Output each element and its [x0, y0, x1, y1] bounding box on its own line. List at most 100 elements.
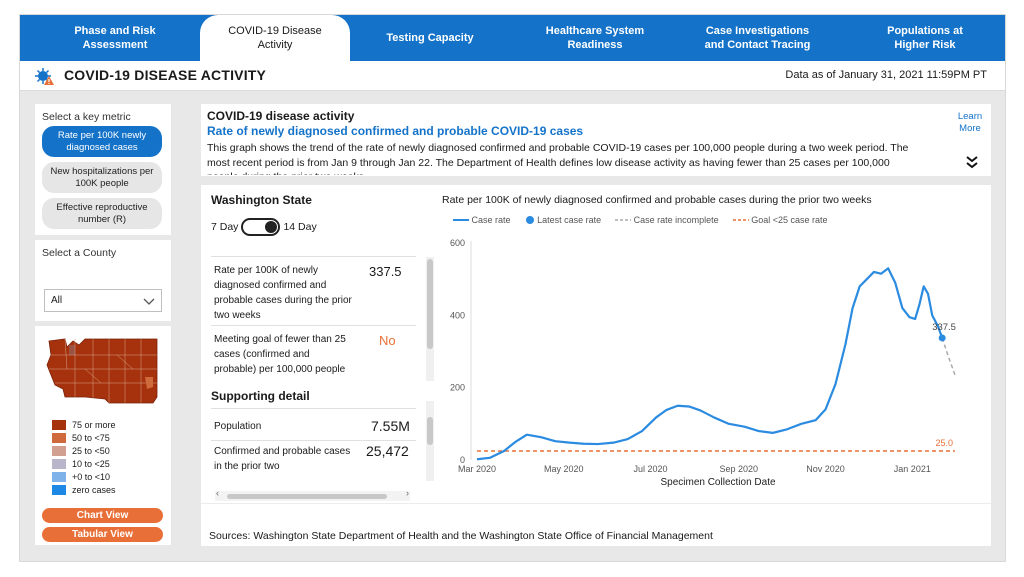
washington-county-map[interactable] — [45, 337, 161, 407]
dot-swatch-icon — [525, 216, 534, 224]
dashed-swatch-icon — [615, 219, 632, 221]
tab-label: Populations at Higher Risk — [887, 25, 963, 51]
detail-horizontal-scrollbar[interactable]: ‹ › — [215, 488, 410, 501]
legend-label: 25 to <50 — [72, 446, 110, 456]
divider — [211, 256, 416, 257]
title-bar: COVID-19 DISEASE ACTIVITY Data as of Jan… — [20, 61, 1005, 91]
case-rate-series-line — [476, 267, 944, 461]
x-tick-label: Jul 2020 — [634, 464, 668, 474]
goal-value-label: 25.0 — [935, 438, 953, 448]
x-tick-label: Sep 2020 — [719, 464, 758, 474]
legend-swatch — [52, 485, 66, 495]
legend-swatch — [52, 472, 66, 482]
legend-label: Case rate incomplete — [633, 215, 719, 225]
learn-more-label: Learn More — [957, 111, 983, 134]
toggle-knob — [265, 221, 278, 233]
cases-label: Confirmed and probable cases in the prio… — [214, 446, 351, 472]
y-tick-label: 0 — [460, 455, 465, 465]
section-heading: COVID-19 disease activity — [207, 109, 355, 123]
x-tick-label: May 2020 — [544, 464, 584, 474]
tab-healthcare-readiness[interactable]: Healthcare System Readiness — [520, 15, 670, 61]
scroll-thumb[interactable] — [427, 259, 433, 349]
page-title: COVID-19 DISEASE ACTIVITY — [64, 67, 267, 83]
supporting-detail-title: Supporting detail — [211, 389, 310, 403]
section-subheading: Rate of newly diagnosed confirmed and pr… — [207, 124, 584, 138]
county-dropdown[interactable]: All — [44, 289, 162, 312]
map-legend-item: 75 or more — [52, 420, 116, 430]
divider — [211, 408, 416, 409]
stats-scrollbar[interactable] — [426, 257, 434, 381]
legend-swatch — [52, 420, 66, 430]
tab-disease-activity[interactable]: COVID-19 Disease Activity — [200, 15, 350, 61]
legend-swatch — [52, 446, 66, 456]
line-swatch-icon — [453, 219, 469, 221]
metric-case-rate-button[interactable]: Rate per 100K newly diagnosed cases — [42, 126, 162, 157]
legend-item-latest[interactable]: Latest case rate — [525, 215, 601, 225]
tab-phase-risk[interactable]: Phase and Risk Assessment — [40, 15, 190, 61]
rate-value: 337.5 — [369, 264, 402, 279]
legend-label: +0 to <10 — [72, 472, 111, 482]
scroll-thumb[interactable] — [427, 417, 433, 445]
metric-label: New hospitalizations per 100K people — [50, 165, 154, 189]
x-tick-label: Mar 2020 — [458, 464, 496, 474]
data-timestamp: Data as of January 31, 2021 11:59PM PT — [785, 69, 987, 81]
x-tick-label: Nov 2020 — [806, 464, 845, 474]
chart-view-button[interactable]: Chart View — [42, 508, 163, 523]
map-legend-item: +0 to <10 — [52, 472, 110, 482]
chart-title: Rate per 100K of newly diagnosed confirm… — [442, 194, 872, 206]
tab-bar: Phase and Risk Assessment COVID-19 Disea… — [20, 15, 1005, 61]
tab-label: Healthcare System Readiness — [545, 25, 645, 51]
virus-warning-icon — [35, 68, 54, 85]
main-panel: Washington State 7 Day 14 Day Rate per 1… — [201, 185, 991, 546]
learn-more-link[interactable]: Learn More — [955, 111, 985, 135]
toggle-right-label: 14 Day — [283, 221, 317, 233]
metric-label: Effective reproductive number (R) — [56, 201, 148, 225]
metric-hospitalizations-button[interactable]: New hospitalizations per 100K people — [42, 162, 162, 193]
cases-value: 25,472 — [366, 443, 409, 459]
divider — [211, 325, 416, 326]
dashboard-frame: Phase and Risk Assessment COVID-19 Disea… — [19, 14, 1006, 562]
region-title: Washington State — [211, 193, 312, 207]
tab-case-investigations[interactable]: Case Investigations and Contact Tracing — [690, 15, 825, 61]
description-panel: COVID-19 disease activity Rate of newly … — [201, 104, 991, 176]
goal-label: Meeting goal of fewer than 25 cases (con… — [214, 334, 346, 375]
y-tick-label: 600 — [450, 238, 465, 248]
legend-label: 10 to <25 — [72, 459, 110, 469]
latest-value-label: 337.5 — [932, 322, 956, 333]
legend-label: 75 or more — [72, 420, 116, 430]
period-toggle-row: 7 Day 14 Day — [211, 218, 317, 236]
tab-testing-capacity[interactable]: Testing Capacity — [360, 15, 500, 61]
tab-label: Phase and Risk Assessment — [74, 25, 156, 51]
latest-point — [938, 334, 946, 342]
scroll-thumb[interactable] — [227, 494, 387, 499]
metric-reproductive-number-button[interactable]: Effective reproductive number (R) — [42, 198, 162, 229]
case-rate-line-chart[interactable]: 0 200 400 600 Mar 2020 May 2020 Jul 2020 Sep 20… — [437, 231, 977, 503]
divider — [35, 235, 171, 240]
legend-label: 50 to <75 — [72, 433, 110, 443]
toggle-left-label: 7 Day — [211, 221, 239, 233]
tab-label: Testing Capacity — [386, 32, 474, 44]
double-chevron-down-icon[interactable] — [965, 155, 979, 169]
scroll-left-icon[interactable]: ‹ — [216, 488, 219, 498]
legend-label: zero cases — [72, 485, 116, 495]
legend-item-goal[interactable]: Goal <25 case rate — [732, 215, 828, 225]
legend-item-case-rate[interactable]: Case rate — [453, 215, 511, 225]
period-toggle[interactable] — [241, 218, 281, 236]
legend-swatch — [52, 459, 66, 469]
tab-label: COVID-19 Disease Activity — [228, 25, 322, 51]
divider — [211, 440, 416, 441]
divider — [35, 321, 171, 326]
population-value: 7.55M — [371, 418, 410, 434]
legend-item-incomplete[interactable]: Case rate incomplete — [615, 215, 719, 225]
detail-scrollbar[interactable] — [426, 401, 434, 481]
map-legend-item: zero cases — [52, 485, 116, 495]
dashed-swatch-icon — [732, 219, 749, 221]
legend-swatch — [52, 433, 66, 443]
goal-status-value: No — [379, 333, 396, 348]
county-value: All — [51, 295, 63, 306]
scroll-right-icon[interactable]: › — [406, 488, 409, 498]
tabular-view-button[interactable]: Tabular View — [42, 527, 163, 542]
tab-populations-risk[interactable]: Populations at Higher Risk — [850, 15, 1000, 61]
description-text: This graph shows the trend of the rate o… — [207, 142, 909, 175]
map-legend-item: 50 to <75 — [52, 433, 110, 443]
